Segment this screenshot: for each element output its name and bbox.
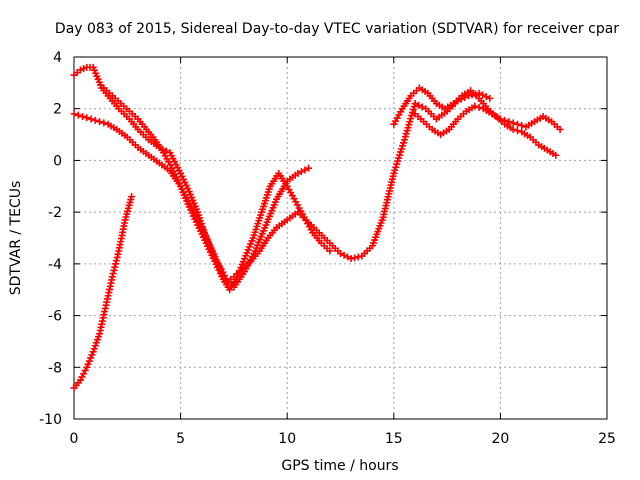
data-point [305,164,313,172]
x-tick-label: 15 [385,431,403,447]
x-tick-label: 0 [70,431,79,447]
y-tick-label: -4 [48,257,62,273]
y-tick-label: -6 [48,309,62,325]
data-point-interp [518,122,526,130]
series-sat-c [70,193,136,392]
data-point [70,110,78,118]
data-point [471,102,479,110]
data-point-interp [501,116,509,124]
x-tick-label: 20 [491,431,509,447]
data-point-interp [415,101,423,109]
data-point-interp [351,254,359,262]
y-axis-label: SDTVAR / TECUs [8,181,24,296]
y-tick-label: -10 [39,412,62,428]
data-point [128,193,136,201]
data-point [496,115,504,123]
data-point [509,125,517,133]
series-sat-d [100,84,334,294]
data-point-interp [91,116,99,124]
data-point [552,151,560,159]
data-point [337,250,344,258]
data-point [87,115,95,123]
data-point-interp [475,103,483,111]
y-tick-label: 4 [53,50,62,66]
x-tick-label: 5 [176,431,185,447]
data-point-interp [482,93,490,101]
x-axis-label: GPS time / hours [281,458,398,474]
data-point-interp [100,119,108,127]
y-tick-label: 2 [53,102,62,118]
data-point-interp [479,91,487,99]
data-point [411,100,419,108]
y-tick-label: -8 [48,360,62,376]
data-point [294,169,302,177]
data-point [76,66,84,74]
data-point-interp [340,251,348,259]
data-point-interp [301,166,309,174]
data-point-interp [74,111,82,119]
y-tick-marks [74,56,607,420]
data-point [96,118,104,126]
data-point [326,247,334,255]
data-point [505,118,513,126]
data-point [79,112,87,120]
data-points [70,63,564,392]
x-tick-marks [73,57,608,419]
series-sat-f [411,102,564,139]
data-point [556,125,564,133]
data-point [486,94,494,102]
x-tick-label: 25 [598,431,616,447]
data-point-interp [344,253,352,261]
data-point-interp [513,127,521,135]
data-point [513,120,521,128]
y-tick-label: 0 [53,153,62,169]
data-point-interp [354,253,362,261]
chart-title: Day 083 of 2015, Sidereal Day-to-day VTE… [55,21,619,37]
data-point-interp [509,119,517,127]
data-point-interp [418,103,426,111]
y-tick-label: -2 [48,205,62,221]
data-point-interp [297,168,305,176]
x-tick-label: 10 [278,431,296,447]
plot-frame [73,56,608,420]
data-point-interp [80,65,88,73]
data-point [347,255,355,263]
data-point-interp [83,114,91,122]
grid-lines [74,57,607,419]
